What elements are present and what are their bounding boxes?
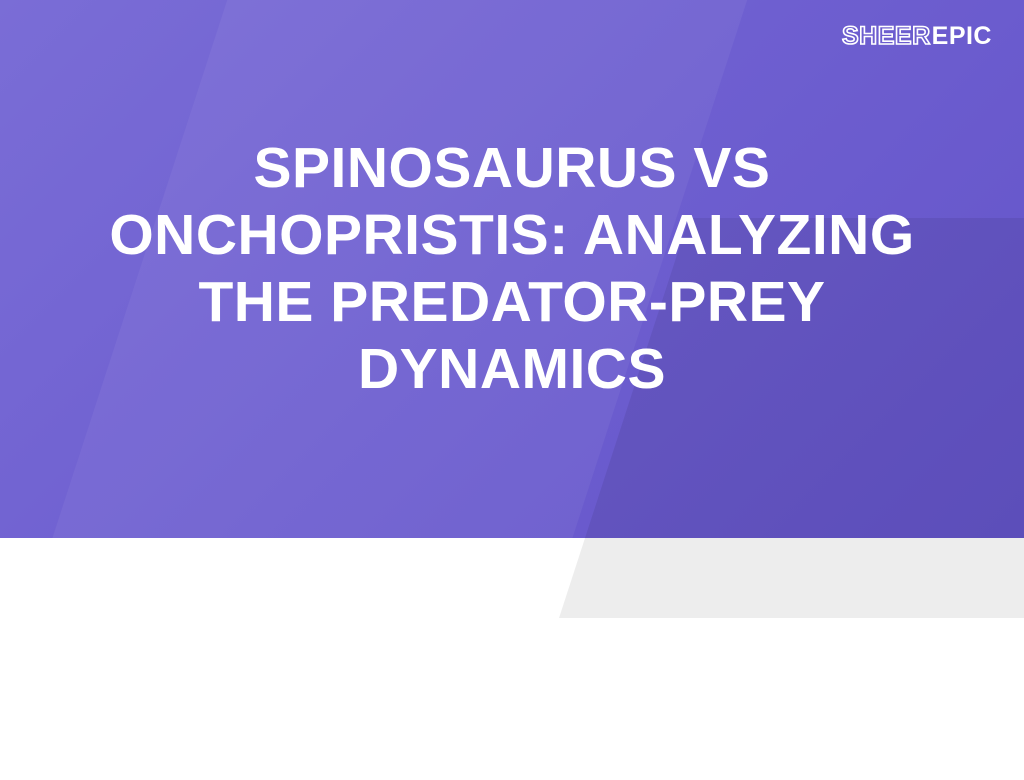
headline: SPINOSAURUS VS ONCHOPRISTIS: ANALYZING T… xyxy=(60,135,964,404)
hero-banner: SHEEREPIC SPINOSAURUS VS ONCHOPRISTIS: A… xyxy=(0,0,1024,538)
brand-logo-part2: EPIC xyxy=(932,22,992,51)
brand-logo-part1: SHEER xyxy=(842,22,931,51)
brand-logo: SHEEREPIC xyxy=(842,22,992,51)
brand-logo-text: SHEEREPIC xyxy=(842,22,992,51)
